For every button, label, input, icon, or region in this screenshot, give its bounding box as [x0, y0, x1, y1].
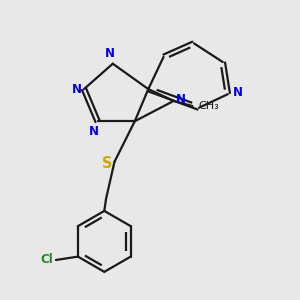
Text: N: N: [89, 125, 99, 138]
Text: N: N: [176, 93, 185, 106]
Text: N: N: [233, 86, 243, 99]
Text: S: S: [102, 156, 113, 171]
Text: Cl: Cl: [40, 254, 53, 266]
Text: CH₃: CH₃: [198, 101, 219, 111]
Text: N: N: [105, 47, 115, 60]
Text: N: N: [72, 82, 82, 96]
